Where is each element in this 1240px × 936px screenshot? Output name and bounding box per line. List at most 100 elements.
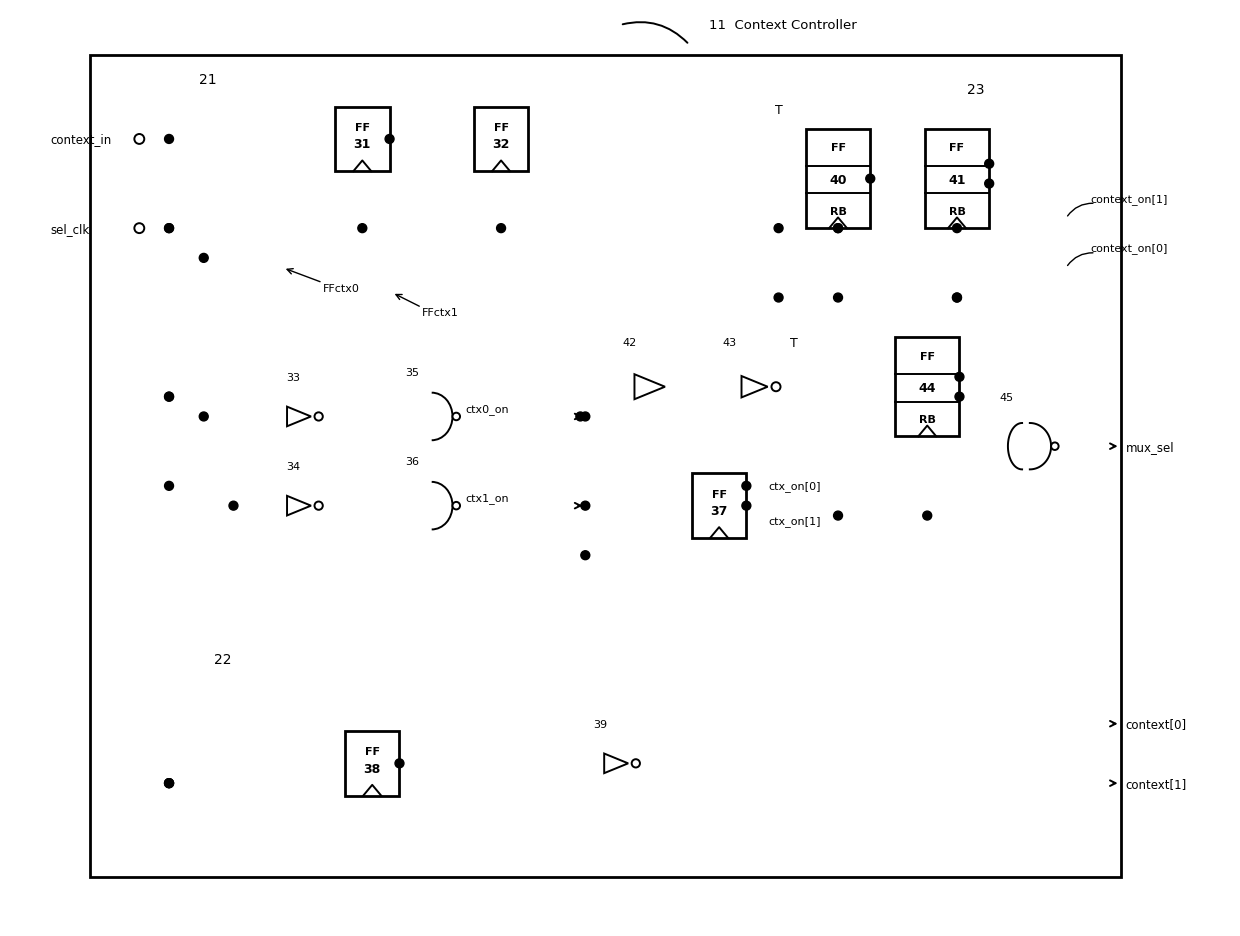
Circle shape: [315, 413, 322, 421]
Circle shape: [580, 551, 590, 560]
Text: 32: 32: [492, 139, 510, 152]
Text: RB: RB: [830, 207, 847, 216]
Circle shape: [985, 160, 993, 169]
Text: FF: FF: [355, 123, 370, 133]
Circle shape: [631, 759, 640, 768]
Text: RB: RB: [919, 415, 936, 425]
Bar: [692, 474, 746, 538]
Text: FF: FF: [494, 123, 508, 133]
Circle shape: [315, 502, 322, 510]
Bar: [89, 55, 1121, 877]
Text: FFctx1: FFctx1: [422, 308, 459, 318]
Circle shape: [955, 393, 963, 402]
Text: FF: FF: [365, 747, 379, 756]
Circle shape: [396, 759, 404, 768]
Circle shape: [923, 512, 931, 520]
Text: 31: 31: [353, 139, 371, 152]
Text: context_on[1]: context_on[1]: [1091, 194, 1168, 205]
Text: FF: FF: [712, 490, 727, 499]
Bar: [164, 70, 808, 437]
Circle shape: [386, 136, 394, 144]
Circle shape: [580, 502, 590, 510]
Circle shape: [952, 225, 961, 233]
Text: 33: 33: [286, 373, 300, 383]
Circle shape: [358, 225, 367, 233]
Circle shape: [833, 225, 842, 233]
Text: ctx0_on: ctx0_on: [465, 403, 508, 415]
Text: context[1]: context[1]: [1126, 777, 1187, 790]
Circle shape: [985, 180, 993, 189]
Circle shape: [165, 225, 174, 233]
Bar: [335, 108, 389, 172]
Circle shape: [742, 482, 751, 490]
Circle shape: [952, 294, 961, 302]
Bar: [806, 130, 870, 229]
Text: context_in: context_in: [50, 133, 112, 146]
Circle shape: [200, 413, 208, 421]
Circle shape: [165, 779, 174, 788]
Circle shape: [134, 135, 144, 145]
Bar: [925, 130, 990, 229]
Text: 22: 22: [213, 652, 231, 666]
Text: FF: FF: [920, 351, 935, 361]
Text: T: T: [775, 104, 782, 117]
Text: context[0]: context[0]: [1126, 717, 1187, 730]
Text: 41: 41: [949, 174, 966, 187]
Text: 45: 45: [999, 392, 1013, 402]
Bar: [345, 731, 399, 796]
Circle shape: [771, 383, 780, 392]
Circle shape: [165, 393, 174, 402]
Text: 38: 38: [363, 762, 381, 775]
Text: 37: 37: [711, 505, 728, 518]
Text: 44: 44: [919, 382, 936, 395]
Text: ctx1_on: ctx1_on: [465, 492, 508, 504]
Circle shape: [833, 294, 842, 302]
Circle shape: [952, 294, 961, 302]
Bar: [560, 278, 1037, 576]
Text: 35: 35: [405, 368, 419, 377]
Circle shape: [833, 225, 842, 233]
Circle shape: [165, 393, 174, 402]
Circle shape: [229, 502, 238, 510]
Circle shape: [496, 225, 506, 233]
Text: FFctx0: FFctx0: [322, 284, 360, 293]
Circle shape: [165, 779, 174, 788]
Bar: [174, 645, 1017, 833]
Text: 34: 34: [286, 461, 300, 472]
Circle shape: [165, 779, 174, 788]
Circle shape: [833, 512, 842, 520]
Circle shape: [955, 373, 963, 382]
Text: FF: FF: [831, 143, 846, 154]
Circle shape: [165, 136, 174, 144]
Text: 23: 23: [967, 83, 985, 97]
Circle shape: [165, 225, 174, 233]
Circle shape: [453, 414, 460, 421]
Circle shape: [866, 175, 874, 183]
Text: 39: 39: [593, 719, 608, 729]
Circle shape: [200, 255, 208, 263]
Text: 43: 43: [722, 338, 737, 348]
Text: RB: RB: [949, 207, 966, 216]
Text: sel_clk: sel_clk: [50, 223, 89, 235]
Text: ctx_on[1]: ctx_on[1]: [769, 516, 821, 526]
Bar: [474, 108, 528, 172]
Circle shape: [575, 413, 585, 421]
Circle shape: [1052, 443, 1059, 450]
Circle shape: [580, 413, 590, 421]
Text: 11  Context Controller: 11 Context Controller: [709, 20, 857, 33]
Text: ctx_on[0]: ctx_on[0]: [769, 481, 821, 491]
Text: 36: 36: [405, 457, 419, 466]
Text: FF: FF: [950, 143, 965, 154]
Bar: [759, 80, 1056, 347]
Text: 40: 40: [830, 174, 847, 187]
Circle shape: [742, 502, 751, 510]
Circle shape: [774, 294, 782, 302]
Circle shape: [774, 225, 782, 233]
Circle shape: [134, 224, 144, 234]
Circle shape: [453, 503, 460, 510]
Text: 21: 21: [198, 73, 217, 87]
Bar: [895, 338, 960, 437]
Circle shape: [165, 482, 174, 490]
Text: T: T: [790, 336, 797, 349]
Text: 42: 42: [622, 338, 637, 348]
